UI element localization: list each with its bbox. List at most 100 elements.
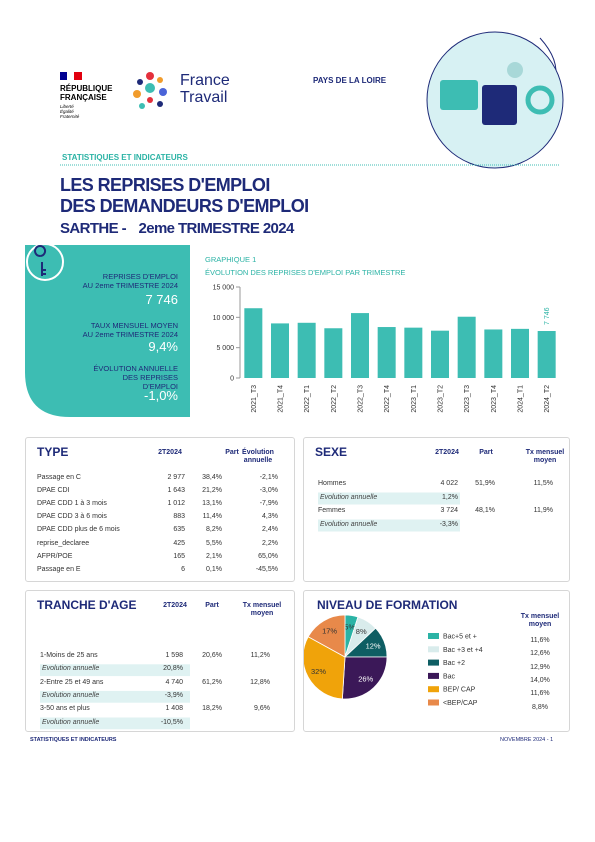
rate: 14,0% (530, 676, 550, 684)
kpi-value: 9,4% (148, 339, 178, 354)
pie-slice (307, 614, 346, 658)
chart-title: ÉVOLUTION DES REPRISES D'EMPLOI PAR TRIM… (205, 268, 405, 277)
row-label: DPAE CDI (37, 487, 70, 495)
cell: 165 (173, 552, 185, 560)
motto: Liberté Égalité Fraternité (60, 104, 79, 119)
row-label: Evolution annuelle (42, 718, 100, 726)
col-header: Tx mensuel moyen (525, 449, 565, 464)
label: Égalité (60, 109, 74, 114)
title: LES REPRISES D'EMPLOI DES DEMANDEURS D'E… (60, 175, 309, 239)
y-tick-label: 15 000 (213, 285, 235, 292)
cell: 1 643 (167, 487, 185, 495)
legend-label: BEP/ CAP (443, 687, 476, 694)
cell: 4 740 (165, 678, 183, 686)
tranche-box (25, 590, 295, 732)
cell: 11,2% (250, 652, 270, 659)
bar (271, 323, 289, 378)
row-shade (40, 664, 190, 677)
x-tick-label: 2022_T1 (304, 385, 311, 413)
pie-slice (302, 636, 346, 700)
key (34, 245, 47, 276)
cell: 11,5% (533, 480, 553, 487)
label: AU 2eme TRIMESTRE 2024 (82, 281, 178, 290)
cell: -45,5% (255, 565, 278, 573)
illustration-screen (440, 80, 478, 110)
kpi-label: REPRISES D'EMPLOI AU 2eme TRIMESTRE 2024 (83, 272, 178, 290)
formation-box (303, 590, 570, 732)
title-line: DES DEMANDEURS D'EMPLOI (60, 196, 309, 216)
slice-label: 17% (322, 626, 337, 635)
label: REPRISES D'EMPLOI (102, 272, 178, 281)
label: Liberté (60, 104, 74, 109)
label: ÉVOLUTION ANNUELLE (93, 364, 178, 373)
row-label: DPAE CDD 3 à 6 mois (37, 513, 107, 521)
x-tick-label: 2022_T3 (358, 385, 365, 413)
box-title: TRANCHE D'AGE (37, 598, 137, 612)
cell: 21,2% (202, 487, 222, 495)
chart-label: GRAPHIQUE 1 (205, 255, 256, 264)
cell: -3,9% (164, 691, 183, 699)
cell: 2,2% (262, 539, 278, 547)
col-header: 2T2024 (435, 449, 459, 456)
row-label: reprise_declaree (37, 539, 90, 547)
rate: 11,6% (530, 637, 550, 644)
kpi-value: 7 746 (145, 292, 178, 307)
flag-red (74, 72, 82, 80)
cell: 8,2% (206, 526, 222, 534)
bar (457, 316, 476, 378)
cell: -10,5% (160, 718, 183, 726)
slice-label: 32% (311, 667, 326, 676)
bar (511, 328, 529, 378)
legend-swatch (428, 699, 439, 706)
bar (537, 331, 556, 378)
cell: -3,3% (439, 520, 458, 528)
x-tick-label: 2023_T4 (491, 385, 498, 413)
label: D'EMPLOI (142, 382, 178, 391)
row-label: Evolution annuelle (42, 691, 100, 699)
slice-label: 26% (358, 675, 373, 684)
row-label: Evolution annuelle (320, 520, 378, 528)
cell: 1 012 (167, 500, 185, 508)
col-header: Évolution annuelle (242, 449, 274, 464)
row-label: 3-50 ans et plus (40, 705, 90, 713)
box-title: TYPE (37, 445, 69, 459)
type-box (25, 437, 295, 582)
cell: 2,1% (206, 552, 222, 560)
footer-right: NOVEMBRE 2024 - 1 (500, 737, 554, 743)
row-label: AFPR/POE (37, 552, 73, 560)
legend-label: Bac +3 et +4 (443, 647, 483, 654)
cell: 20,8% (163, 665, 183, 673)
legend-swatch (428, 672, 439, 679)
bar (351, 313, 369, 378)
section: STATISTIQUES ET INDICATEURS (62, 153, 188, 162)
brand: France Travail (180, 72, 230, 106)
illustration-gauge (525, 85, 555, 115)
y-tick-label: 0 (230, 376, 234, 383)
x-tick-label: 2021_T4 (278, 385, 285, 413)
cell: 48,1% (475, 507, 495, 514)
region: PAYS DE LA LOIRE (313, 76, 387, 85)
label: TAUX MENSUEL MOYEN (90, 321, 178, 330)
bar (377, 327, 396, 378)
cell: 11,9% (533, 507, 553, 514)
col-header: Part (225, 449, 239, 456)
cell: 51,9% (475, 480, 495, 487)
row-shade (318, 492, 460, 505)
x-tick-label: 2023_T1 (411, 385, 418, 413)
cell: 1 598 (165, 652, 183, 659)
legend-label: Bac+5 et + (443, 634, 477, 641)
col-header: 2T2024 (158, 449, 182, 456)
cell: 635 (173, 526, 185, 534)
sexe-box (303, 437, 570, 582)
cell: 12,8% (250, 678, 270, 686)
x-tick-label: 2021_T3 (251, 385, 258, 413)
cell: 1,2% (442, 493, 458, 501)
row-label: Evolution annuelle (320, 493, 378, 501)
kpi-panel (25, 245, 190, 417)
kpi-value: -1,0% (144, 388, 178, 403)
flag-blue (60, 72, 67, 80)
bar (297, 322, 316, 378)
row-shade (318, 519, 460, 532)
row-label: 2-Entre 25 et 49 ans (40, 678, 104, 686)
cell: 38,4% (202, 474, 222, 481)
